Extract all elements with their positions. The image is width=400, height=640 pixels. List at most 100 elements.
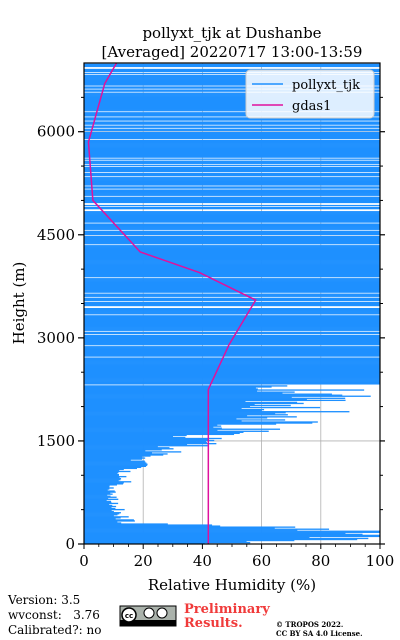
rh-bar: [84, 198, 380, 201]
rh-bar: [84, 340, 380, 343]
rh-bar: [84, 228, 380, 230]
rh-bar: [84, 315, 380, 317]
rh-bar: [84, 439, 215, 442]
rh-bar: [84, 392, 283, 394]
rh-bar: [84, 407, 242, 410]
rh-bar: [84, 231, 380, 234]
rh-bar: [84, 194, 380, 196]
rh-bar: [84, 374, 380, 377]
rh-bar: [84, 152, 380, 154]
rh-bar: [84, 428, 281, 430]
rh-bar: [84, 79, 380, 81]
x-tick-label: 0: [79, 552, 89, 570]
rh-bar: [84, 399, 346, 402]
rh-bar: [84, 249, 380, 251]
rh-bar: [84, 351, 380, 353]
rh-bar: [84, 90, 380, 92]
rh-bar: [84, 248, 380, 250]
rh-bar: [84, 321, 380, 323]
rh-bar: [84, 131, 380, 134]
gdas1-line: [87, 62, 257, 544]
rh-bar: [84, 233, 380, 236]
rh-bar: [84, 334, 380, 337]
rh-bar: [84, 363, 380, 365]
rh-bar: [84, 493, 113, 495]
rh-bar: [84, 155, 380, 157]
rh-bar: [84, 325, 380, 327]
rh-bar: [84, 361, 380, 363]
rh-bar: [84, 121, 380, 123]
rh-bar: [84, 219, 380, 221]
rh-bar: [84, 186, 380, 188]
rh-bar: [84, 413, 276, 415]
rh-bar: [84, 226, 380, 228]
rh-bar: [84, 99, 380, 102]
rh-bar: [84, 492, 111, 494]
rh-bar: [84, 485, 110, 487]
rh-bar: [84, 285, 380, 287]
rh-bar: [84, 430, 269, 432]
rh-bar: [84, 347, 380, 349]
rh-bar: [84, 100, 380, 103]
rh-bar: [84, 310, 380, 312]
cc-by-sa-icon: cc: [119, 605, 177, 627]
rh-bar: [84, 282, 380, 284]
rh-bar: [84, 291, 380, 293]
rh-bar: [84, 145, 380, 147]
rh-bar: [84, 372, 380, 375]
rh-bar: [84, 294, 380, 296]
rh-bar: [84, 385, 288, 387]
rh-bar: [84, 474, 119, 477]
rh-bar: [84, 387, 256, 389]
rh-bar: [84, 123, 380, 125]
rh-bar: [84, 113, 380, 115]
rh-bar: [84, 134, 380, 137]
rh-bar: [84, 424, 218, 426]
rh-bar: [84, 433, 235, 436]
rh-bar: [84, 217, 380, 219]
rh-bar: [84, 119, 380, 121]
rh-bar: [84, 129, 380, 131]
rh-bar: [84, 365, 380, 368]
wvconst-text: wvconst: 3.76: [8, 608, 100, 622]
rh-bar: [84, 486, 110, 488]
rh-bar: [84, 230, 380, 232]
rh-bar: [84, 278, 380, 280]
rh-bar: [84, 216, 380, 218]
rh-bar: [84, 259, 380, 261]
legend-label-gdas1: gdas1: [292, 99, 331, 114]
rh-bar: [84, 517, 121, 519]
rh-bar: [84, 531, 380, 533]
rh-bar: [84, 252, 380, 254]
rh-bar: [84, 245, 380, 247]
rh-bar: [84, 522, 122, 524]
rh-bar: [84, 364, 380, 366]
rh-bar: [84, 398, 307, 400]
x-tick-label: 60: [252, 552, 271, 570]
rh-bar: [84, 450, 146, 452]
rh-bar: [84, 469, 120, 472]
version-text: Version: 3.5: [8, 593, 81, 607]
rh-bar: [84, 415, 248, 417]
rh-bar: [84, 403, 255, 406]
rh-bar: [84, 442, 217, 445]
rh-bar: [84, 371, 380, 374]
y-tick-label: 3000: [37, 329, 75, 347]
rh-bar: [84, 149, 380, 151]
rh-bar: [84, 144, 380, 146]
prelim-line-1: Preliminary: [184, 602, 270, 617]
rh-bar: [84, 500, 111, 503]
prelim-line-2: Results.: [184, 616, 243, 631]
rh-bar: [84, 353, 380, 355]
rh-bar: [84, 405, 251, 408]
rh-bar: [84, 83, 380, 85]
rh-bar: [84, 283, 380, 285]
rh-bar: [84, 262, 380, 264]
rh-bar: [84, 235, 380, 238]
copyright-line-2: CC BY SA 4.0 License.: [276, 629, 363, 638]
copyright-line-1: © TROPOS 2022.: [276, 620, 344, 629]
chart-subtitle: [Averaged] 20220717 13:00-13:59: [102, 43, 363, 61]
rh-bar: [84, 514, 118, 516]
rh-bar: [84, 106, 380, 109]
rh-bar: [84, 212, 380, 214]
